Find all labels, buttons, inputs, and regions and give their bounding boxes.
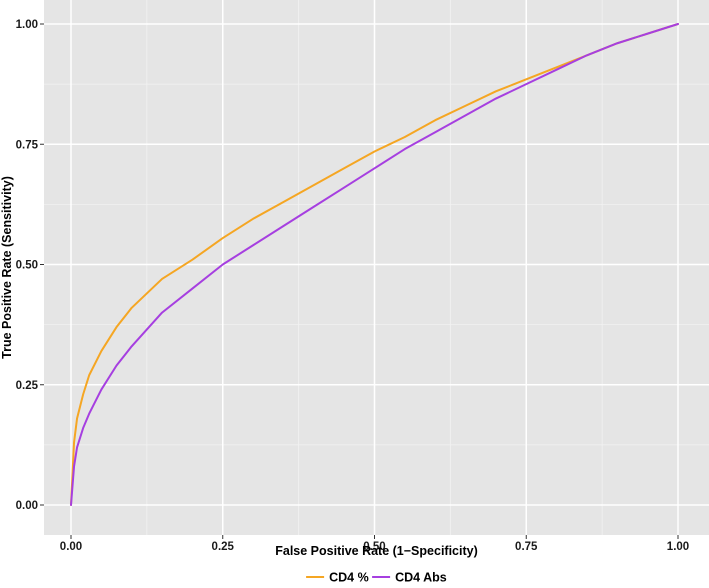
x-tick-label: 0.75 <box>515 541 538 553</box>
series-line-cd4-abs <box>70 23 679 506</box>
y-axis-title: True Positive Rate (Sensitivity) <box>0 176 14 359</box>
x-axis-ticks: 0.00 0.25 0.50 0.75 1.00 <box>60 535 689 553</box>
legend: CD4 % CD4 Abs <box>306 571 447 585</box>
plot-panel <box>44 0 709 535</box>
y-tick-label: 0.25 <box>16 380 39 392</box>
legend-label: CD4 Abs <box>395 571 447 584</box>
y-axis-ticks: 0.00 0.25 0.50 0.75 1.00 <box>16 19 44 512</box>
y-tick-label: 0.00 <box>16 500 38 512</box>
x-tick-label: 0.50 <box>363 541 385 553</box>
x-axis-title: False Positive Rate (1−Specificity) <box>275 544 478 558</box>
x-tick-label: 0.00 <box>60 541 82 553</box>
legend-label: CD4 % <box>329 571 369 584</box>
major-gridlines <box>44 0 709 535</box>
x-tick-label: 0.25 <box>212 541 235 553</box>
y-tick-label: 1.00 <box>16 19 38 31</box>
x-tick-label: 1.00 <box>667 541 689 553</box>
series-line-cd4 <box>70 23 679 506</box>
y-tick-label: 0.50 <box>16 260 38 272</box>
series-layer <box>70 23 679 506</box>
minor-gridlines <box>44 0 709 535</box>
y-tick-label: 0.75 <box>16 139 39 151</box>
